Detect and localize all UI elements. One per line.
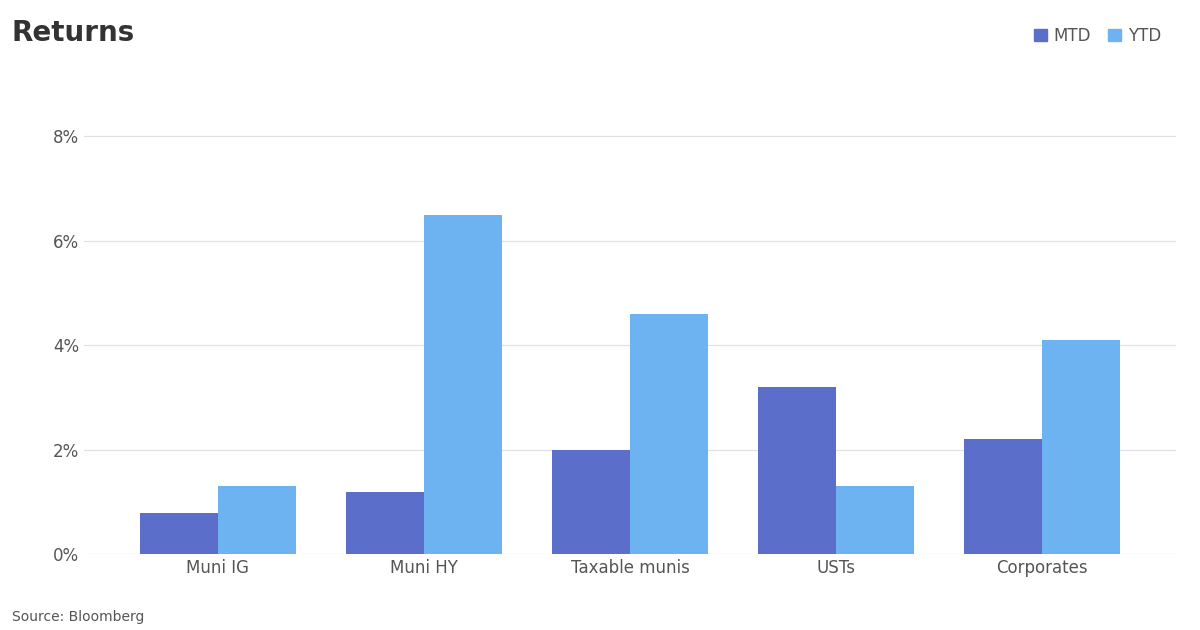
Bar [424, 215, 503, 554]
Bar [346, 491, 424, 554]
Text: Returns: Returns [12, 19, 136, 47]
Bar [964, 440, 1042, 554]
Text: Source: Bloomberg: Source: Bloomberg [12, 610, 144, 624]
Legend: MTD, YTD: MTD, YTD [1027, 20, 1168, 52]
Bar [552, 450, 630, 554]
Bar [1042, 340, 1121, 554]
Bar [757, 387, 836, 554]
Bar [836, 486, 914, 554]
Bar [139, 513, 218, 554]
Bar [630, 314, 708, 554]
Bar [218, 486, 296, 554]
